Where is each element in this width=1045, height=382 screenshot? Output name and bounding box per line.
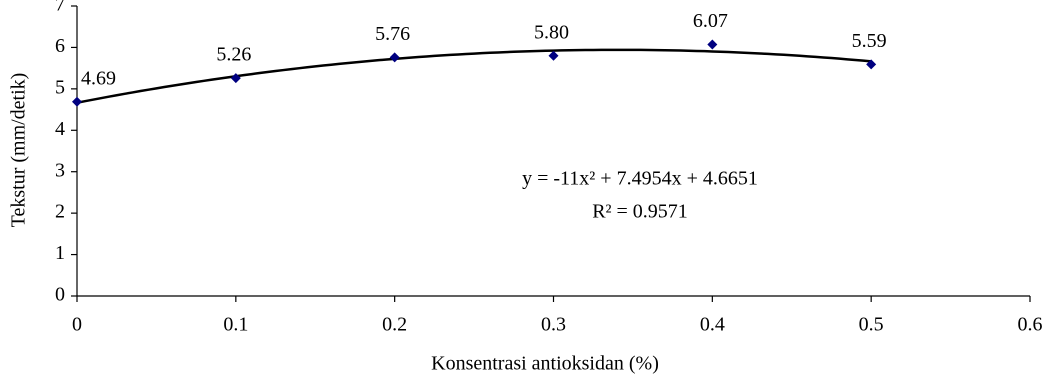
data-label: 5.26 (216, 44, 251, 66)
y-tick-label: 0 (55, 284, 65, 306)
data-point (707, 39, 718, 50)
y-tick-label: 6 (55, 35, 65, 57)
y-axis-label: Tekstur (mm/detik) (8, 73, 30, 228)
y-tick-label: 1 (55, 242, 65, 264)
x-tick-label: 0.4 (700, 314, 725, 336)
r-squared: R² = 0.9571 (592, 201, 688, 223)
data-label: 6.07 (693, 10, 728, 32)
y-tick-label: 3 (55, 159, 65, 181)
data-label: 5.80 (534, 21, 569, 43)
x-tick-label: 0.6 (1018, 314, 1043, 336)
trendline (76, 48, 872, 104)
x-tick-label: 0.1 (223, 314, 248, 336)
data-point (548, 50, 559, 61)
x-tick-label: 0.2 (382, 314, 407, 336)
x-tick-label: 0 (72, 314, 82, 336)
data-label: 4.69 (81, 67, 116, 89)
x-tick-label: 0.3 (541, 314, 566, 336)
data-point (866, 59, 877, 70)
x-axis-label: Konsentrasi antioksidan (%) (431, 353, 659, 375)
y-tick-label: 5 (55, 76, 65, 98)
y-tick-label: 2 (55, 201, 65, 223)
data-point (72, 96, 82, 107)
trend-equation: y = -11x² + 7.4954x + 4.6651 (522, 168, 758, 190)
data-label: 5.76 (375, 23, 410, 45)
x-tick-label: 0.5 (859, 314, 884, 336)
data-label: 5.59 (852, 30, 887, 52)
data-point (389, 52, 400, 63)
y-tick-label: 4 (55, 118, 65, 140)
data-point (230, 73, 241, 84)
y-tick-label: 7 (55, 0, 65, 16)
